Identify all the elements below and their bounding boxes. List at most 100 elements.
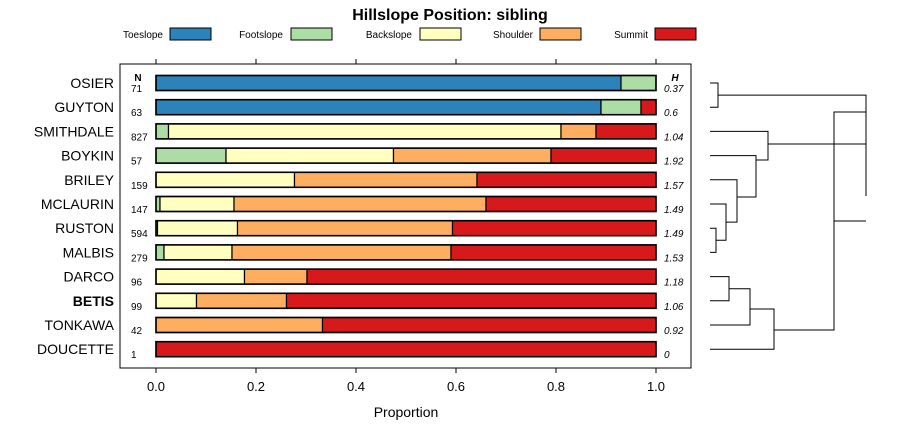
bar-segment-guyton-toeslope	[155, 99, 602, 116]
dendrogram-branch	[718, 94, 867, 145]
row-n-osier: 71	[131, 84, 143, 95]
row-n-ruston: 594	[131, 229, 148, 240]
bar-segment-malbis-shoulder	[231, 244, 452, 261]
bar-segment-guyton-footslope	[600, 99, 642, 116]
bar-segment-smithdale-backslope	[167, 123, 562, 140]
bar-outline-briley	[155, 171, 657, 189]
bar-segment-betis-backslope	[155, 292, 198, 309]
bar-outline-malbis	[155, 244, 657, 261]
row-h-malbis: 1.53	[664, 253, 684, 264]
legend-swatch-toeslope	[169, 27, 212, 41]
row-n-smithdale: 827	[131, 132, 148, 143]
bar-segment-tonkawa-summit	[321, 316, 657, 334]
n-column-header: N	[134, 73, 141, 84]
row-label-malbis: MALBIS	[63, 244, 114, 260]
bar-segment-briley-backslope	[155, 171, 296, 188]
dendrogram	[710, 82, 867, 350]
x-tick-label: 0.8	[547, 379, 565, 394]
bar-segment-osier-footslope	[620, 74, 657, 92]
legend-swatch-summit	[654, 27, 697, 41]
x-tick-label: 0.0	[147, 379, 165, 394]
legend-label-footslope: Footslope	[239, 30, 283, 41]
bar-segment-malbis-summit	[450, 244, 657, 261]
row-label-betis: BETIS	[73, 293, 114, 309]
x-tick-label: 0.4	[347, 379, 365, 394]
bar-segment-smithdale-footslope	[155, 123, 170, 140]
row-n-betis: 99	[131, 302, 143, 313]
row-label-osier: OSIER	[70, 75, 114, 91]
bar-segment-tonkawa-shoulder	[155, 316, 324, 334]
bar-segment-mclaurin-shoulder	[233, 195, 487, 213]
bar-segment-ruston-backslope	[156, 220, 239, 237]
bar-segment-osier-toeslope	[155, 74, 622, 92]
bar-outline-tonkawa	[155, 316, 657, 334]
legend-label-shoulder: Shoulder	[493, 30, 534, 41]
bar-segment-mclaurin-summit	[485, 195, 657, 213]
row-label-darco: DARCO	[63, 269, 114, 285]
dendrogram-branch	[710, 308, 775, 350]
dendrogram-branch	[710, 276, 730, 302]
row-h-smithdale: 1.04	[664, 132, 684, 143]
plot-frame	[119, 63, 692, 369]
dendrogram-branch	[710, 203, 727, 241]
legend-label-toeslope: Toeslope	[123, 30, 163, 41]
bar-outline-boykin	[155, 147, 657, 164]
bar-segment-mclaurin-backslope	[159, 195, 235, 213]
legend-swatch-footslope	[290, 27, 333, 41]
bar-segment-briley-shoulder	[293, 171, 478, 188]
dendrogram-root	[834, 112, 867, 222]
bar-segment-boykin-backslope	[225, 147, 395, 164]
bar-segment-doucette-summit	[155, 341, 657, 358]
row-h-tonkawa: 0.92	[664, 326, 684, 337]
bar-segment-darco-shoulder	[243, 268, 308, 285]
chart-title: Hillslope Position: sibling	[352, 7, 548, 24]
bar-segment-malbis-backslope	[163, 244, 233, 261]
dendrogram-branch	[710, 288, 751, 326]
bar-segment-briley-summit	[476, 171, 657, 188]
row-h-ruston: 1.49	[664, 229, 684, 240]
row-label-doucette: DOUCETTE	[37, 341, 114, 357]
row-n-guyton: 63	[131, 108, 143, 119]
bar-segment-boykin-shoulder	[392, 147, 552, 164]
row-h-osier: 0.37	[664, 84, 684, 95]
x-tick-label: 1.0	[647, 379, 665, 394]
row-n-tonkawa: 42	[131, 326, 143, 337]
x-tick-label: 0.6	[447, 379, 465, 394]
bar-segment-ruston-shoulder	[236, 220, 454, 237]
bar-segment-boykin-footslope	[155, 147, 227, 164]
dendrogram-branch	[710, 130, 769, 161]
bar-outline-doucette	[155, 340, 657, 358]
bar-outline-darco	[155, 268, 657, 285]
legend-label-backslope: Backslope	[366, 30, 413, 41]
x-axis-label: Proportion	[374, 404, 439, 420]
bar-segment-boykin-summit	[550, 147, 657, 164]
bar-outline-smithdale	[155, 123, 657, 140]
row-label-briley: BRILEY	[64, 172, 114, 188]
row-n-briley: 159	[131, 181, 148, 192]
row-label-boykin: BOYKIN	[61, 148, 114, 164]
row-label-smithdale: SMITHDALE	[34, 123, 114, 139]
bar-segment-smithdale-summit	[595, 123, 657, 140]
bar-segment-darco-backslope	[155, 268, 246, 285]
bar-outline-guyton	[155, 98, 657, 116]
dendrogram-branch	[710, 155, 757, 198]
row-label-ruston: RUSTON	[55, 220, 114, 236]
bar-outline-osier	[155, 74, 657, 92]
row-h-guyton: 0.6	[664, 108, 678, 119]
legend: Toeslope Footslope Backslope Shoulder Summit	[123, 27, 697, 41]
dendrogram-branch	[710, 82, 719, 108]
row-h-doucette: 0	[664, 350, 670, 361]
row-label-tonkawa: TONKAWA	[45, 317, 115, 333]
bar-segment-darco-summit	[306, 268, 657, 285]
legend-swatch-shoulder	[539, 27, 582, 41]
h-column-header: H	[671, 73, 679, 84]
row-label-mclaurin: MCLAURIN	[41, 196, 114, 212]
bar-outline-ruston	[155, 219, 657, 237]
row-h-mclaurin: 1.49	[664, 205, 684, 216]
row-label-guyton: GUYTON	[54, 99, 114, 115]
bar-segment-betis-shoulder	[195, 292, 288, 309]
row-n-boykin: 57	[131, 157, 143, 168]
bar-outline-mclaurin	[155, 195, 657, 213]
plot-area: 0.0 0.2 0.4 0.6 0.8 1.0 N H OSIER 71 0.37 GUYTON 63 0…	[34, 59, 692, 394]
